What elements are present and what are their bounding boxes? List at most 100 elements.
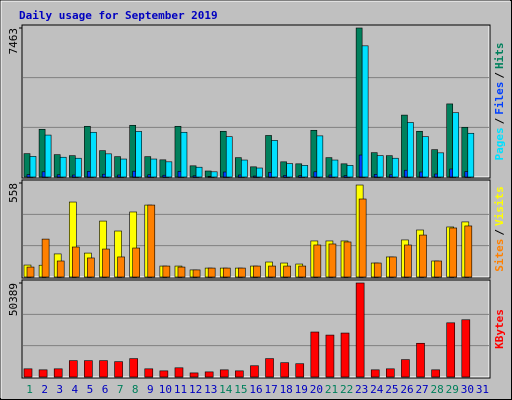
bar	[271, 140, 278, 178]
bar	[431, 149, 438, 178]
x-tick-label: 25	[385, 383, 398, 396]
bar	[159, 370, 169, 378]
legend-separator: /	[493, 117, 506, 124]
x-tick-label: 10	[159, 383, 172, 396]
x-tick-label: 28	[431, 383, 444, 396]
bar	[132, 247, 140, 278]
bar	[310, 129, 318, 178]
bar	[210, 171, 218, 178]
bar	[467, 132, 475, 178]
bar	[207, 267, 216, 278]
bar	[38, 128, 46, 178]
bar	[162, 265, 171, 278]
bar	[59, 156, 67, 178]
bar	[358, 198, 367, 278]
x-tick-label: 21	[325, 383, 338, 396]
bar	[361, 45, 369, 178]
bar	[298, 265, 307, 278]
x-tick-label: 18	[280, 383, 293, 396]
bar	[23, 153, 31, 178]
bar	[26, 266, 35, 278]
bar	[68, 360, 78, 378]
bar	[416, 342, 425, 378]
bar	[174, 125, 182, 178]
bar	[23, 368, 33, 378]
bar	[295, 163, 303, 178]
x-tick-label: 26	[400, 383, 413, 396]
chart-title: Daily usage for September 2019	[19, 9, 218, 22]
bar	[68, 155, 76, 178]
bar	[328, 243, 337, 278]
bar	[144, 156, 152, 178]
bar	[114, 361, 123, 378]
bar	[310, 331, 320, 378]
legend: Sites / Visits	[493, 186, 506, 272]
bar	[343, 241, 352, 278]
bar	[416, 130, 423, 178]
bar	[53, 154, 61, 178]
bar	[283, 265, 291, 278]
x-tick-label: 1	[26, 383, 33, 396]
bar	[38, 369, 48, 378]
legend-separator: /	[493, 229, 506, 236]
bar	[340, 332, 350, 378]
bar	[449, 227, 458, 278]
bar	[434, 260, 442, 278]
bar	[280, 362, 289, 378]
bar	[120, 158, 127, 178]
x-tick-label: 19	[295, 383, 308, 396]
x-tick-label: 3	[56, 383, 63, 396]
bar	[99, 150, 106, 178]
x-tick-label: 13	[204, 383, 217, 396]
bar	[392, 157, 399, 178]
bar	[147, 204, 156, 278]
bar	[325, 334, 335, 378]
x-tick-label: 2	[41, 383, 48, 396]
x-tick-label: 31	[476, 383, 489, 396]
bar	[407, 122, 414, 178]
legend: Pages / Files / Hits	[493, 43, 506, 161]
y-tick-label: 7463	[7, 28, 20, 55]
bar	[446, 103, 454, 178]
x-tick-label: 14	[219, 383, 233, 396]
x-tick-label: 17	[264, 383, 277, 396]
legend-entry: Sites	[493, 239, 506, 272]
bar	[105, 153, 112, 178]
bar	[41, 238, 50, 278]
bar	[99, 360, 108, 378]
bar	[301, 165, 309, 178]
x-tick-label: 12	[189, 383, 202, 396]
legend-separator: /	[493, 72, 506, 79]
bar	[219, 130, 227, 178]
bar	[253, 265, 261, 278]
bar	[165, 161, 173, 178]
bar	[373, 262, 382, 278]
x-tick-label: 4	[72, 383, 79, 396]
bar	[268, 265, 276, 278]
bar	[355, 282, 365, 378]
bar	[340, 163, 348, 178]
bar	[84, 125, 91, 178]
bar	[265, 135, 272, 178]
bar	[235, 157, 242, 178]
bar	[437, 152, 444, 178]
bar	[376, 155, 384, 178]
bar	[189, 165, 197, 178]
bar	[464, 225, 473, 278]
bar	[192, 269, 201, 278]
bar	[135, 131, 142, 178]
bar	[286, 163, 293, 178]
bar	[386, 155, 393, 178]
bar	[370, 152, 378, 178]
bar	[280, 161, 287, 178]
bar	[401, 359, 410, 378]
bar	[431, 369, 440, 378]
bar	[461, 126, 469, 178]
legend-entry: Hits	[493, 43, 506, 70]
bar	[355, 27, 363, 178]
bar	[129, 124, 136, 178]
bar	[195, 166, 203, 178]
legend-entry: Files	[493, 82, 506, 115]
x-tick-label: 9	[147, 383, 154, 396]
bar	[265, 358, 274, 378]
